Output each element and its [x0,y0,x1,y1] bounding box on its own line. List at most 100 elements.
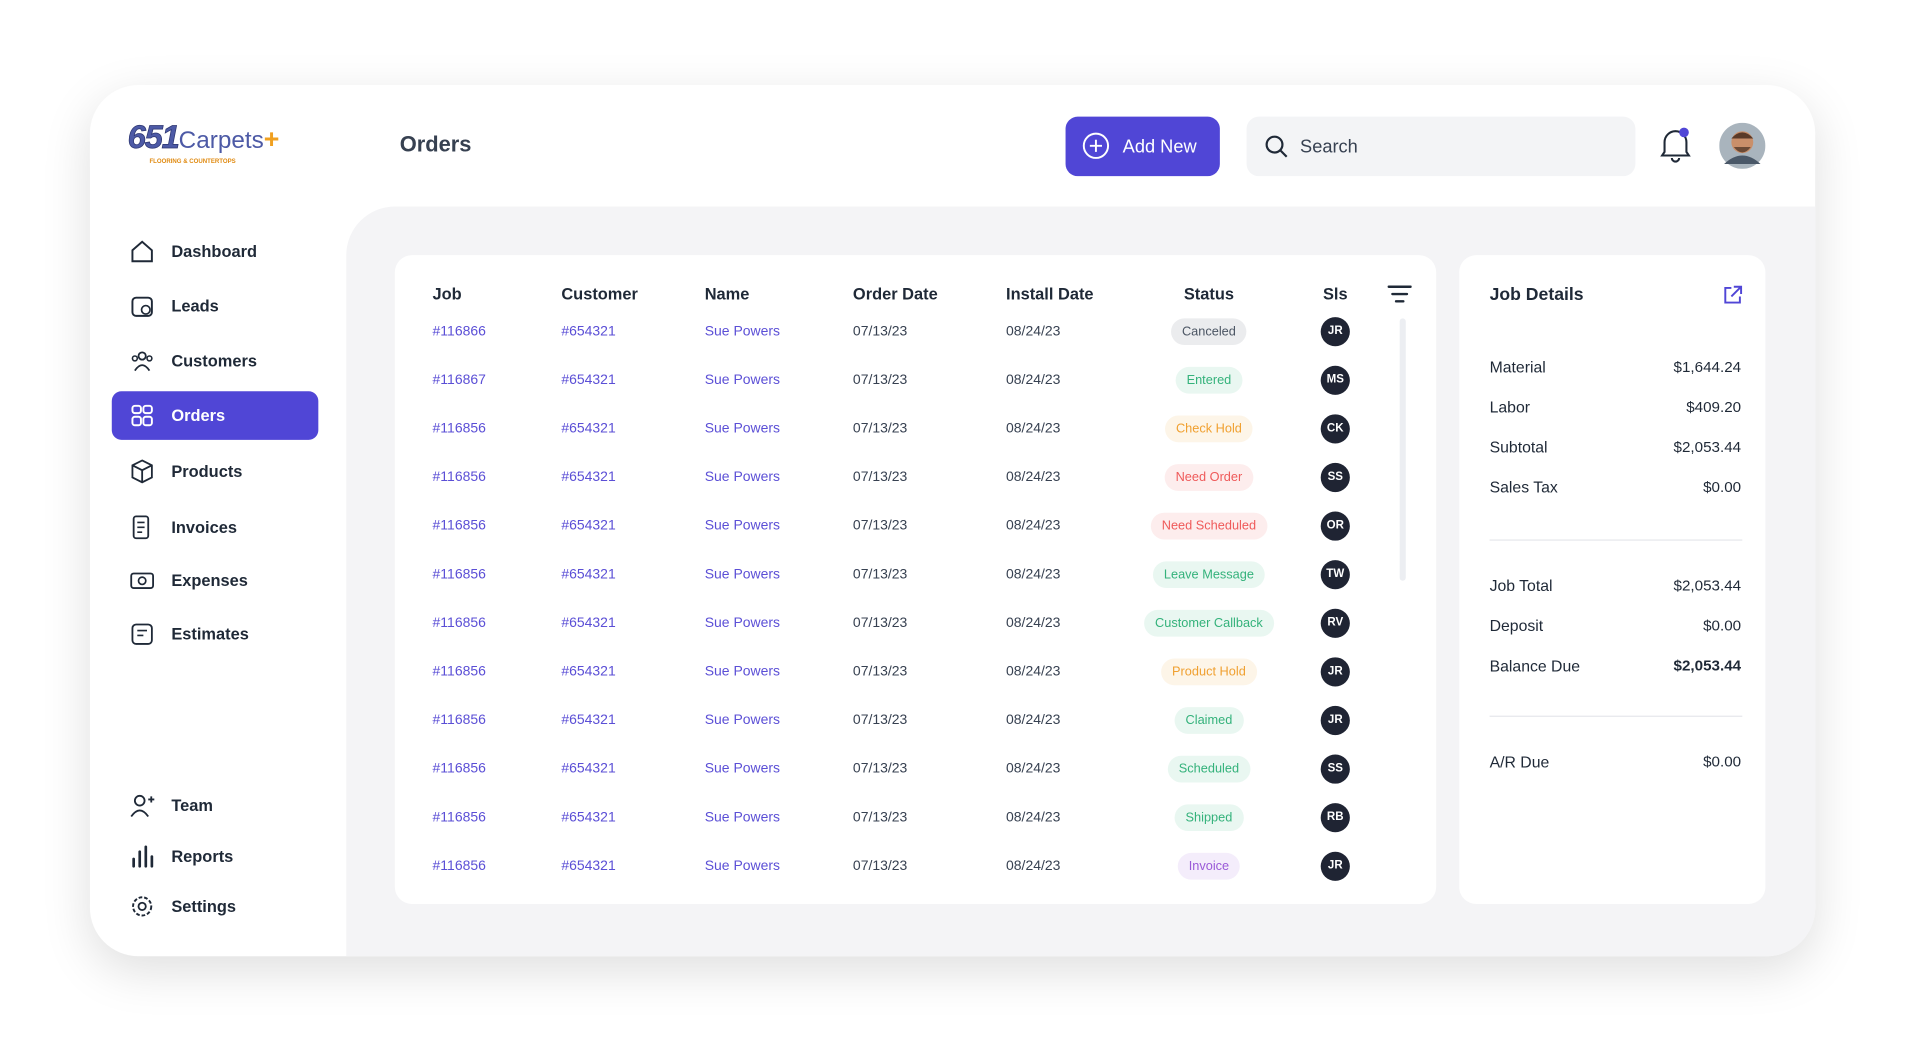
nav-item[interactable]: Settings [171,897,237,916]
detail-value: $2,053.44 [1673,577,1742,595]
add-new-button[interactable]: Add New [1065,116,1220,177]
nav-item[interactable]: Orders [171,406,226,425]
status-pill: Need Scheduled [1150,512,1268,540]
cell-order-date: 07/13/23 [852,713,908,728]
detail-label: Balance Due [1489,656,1581,675]
scrollbar [1399,318,1406,581]
salesperson-badge: MS [1320,365,1350,395]
cell-customer[interactable]: #654321 [561,373,616,388]
cell-job[interactable]: #116856 [432,761,486,777]
nav-icon [129,402,156,429]
cell-job[interactable]: #116856 [432,567,486,582]
divider [1489,715,1743,717]
page-title: Orders [399,131,472,157]
cell-job[interactable]: #116867 [432,373,486,388]
cell-order-date: 07/13/23 [852,810,908,825]
cell-order-date: 07/13/23 [852,421,908,437]
cell-name: Sue Powers [704,470,781,485]
search-icon [1265,135,1288,158]
notification-bell[interactable] [1657,125,1693,164]
status-pill: Customer Callback [1144,609,1274,637]
cell-job[interactable]: #116856 [432,713,486,728]
cell-customer[interactable]: #654321 [561,810,616,825]
cell-customer[interactable]: #654321 [561,616,616,631]
salesperson-badge: TW [1320,560,1350,590]
cell-install-date: 08/24/23 [1006,421,1061,437]
nav-item[interactable]: Leads [171,297,219,316]
cell-job[interactable]: #116856 [432,859,486,874]
cell-customer[interactable]: #654321 [561,421,616,437]
nav-item[interactable]: Dashboard [171,242,257,261]
nav-item[interactable]: Customers [171,351,258,370]
nav-item[interactable]: Reports [171,847,234,866]
nav-item[interactable]: Expenses [171,571,248,590]
cell-order-date: 07/13/23 [852,859,908,874]
nav-icon [129,514,156,541]
cell-order-date: 07/13/23 [852,567,908,582]
open-external-icon[interactable] [1722,284,1744,312]
add-new-label: Add New [1122,136,1197,158]
job-details-title: Job Details [1489,285,1584,305]
nav-item[interactable]: Estimates [171,625,249,644]
cell-customer[interactable]: #654321 [561,761,616,777]
user-avatar[interactable] [1719,122,1766,169]
status-pill: Invoice [1177,852,1241,880]
cell-install-date: 08/24/23 [1006,810,1061,825]
column-header: Sls [1322,284,1348,304]
nav-item[interactable]: Invoices [171,518,237,537]
nav-icon [129,843,156,870]
cell-job[interactable]: #116866 [432,324,486,339]
cell-name: Sue Powers [704,421,781,437]
cell-install-date: 08/24/23 [1006,470,1061,485]
cell-name: Sue Powers [704,373,781,388]
cell-install-date: 08/24/23 [1006,761,1061,777]
search-box[interactable]: Search [1246,116,1636,177]
nav-item[interactable]: Team [171,796,213,815]
cell-install-date: 08/24/23 [1006,616,1061,631]
plus-icon [1082,132,1110,159]
cell-job[interactable]: #116856 [432,518,486,534]
cell-install-date: 08/24/23 [1006,518,1061,534]
salesperson-badge: SS [1320,754,1350,784]
cell-name: Sue Powers [704,324,781,339]
status-pill: Canceled [1171,318,1247,346]
cell-customer[interactable]: #654321 [561,518,616,534]
cell-customer[interactable]: #654321 [561,567,616,582]
cell-job[interactable]: #116856 [432,616,486,631]
salesperson-badge: CK [1320,414,1350,444]
cell-customer[interactable]: #654321 [561,324,616,339]
salesperson-badge: JR [1320,317,1350,347]
divider [1489,539,1743,541]
nav-item[interactable]: Products [171,462,243,481]
cell-install-date: 08/24/23 [1006,373,1061,388]
nav-icon [129,567,156,594]
detail-label: Subtotal [1489,438,1548,457]
cell-name: Sue Powers [704,859,781,874]
cell-customer[interactable]: #654321 [561,713,616,728]
salesperson-badge: RV [1320,608,1350,638]
detail-label: Material [1489,357,1546,377]
detail-value: $0.00 [1703,617,1742,635]
cell-job[interactable]: #116856 [432,421,486,437]
cell-customer[interactable]: #654321 [561,859,616,874]
cell-job[interactable]: #116856 [432,810,486,825]
status-pill: Scheduled [1167,755,1251,783]
logo-name: Carpets [178,127,264,155]
cell-name: Sue Powers [704,518,781,534]
logo: 651Carpets+ FLOORING & COUNTERTOPS [127,119,279,170]
nav-icon [129,238,156,265]
filter-icon[interactable] [1387,284,1412,312]
cell-customer[interactable]: #654321 [561,470,616,485]
cell-install-date: 08/24/23 [1006,324,1061,339]
cell-name: Sue Powers [704,810,781,825]
cell-customer[interactable]: #654321 [561,664,616,680]
salesperson-badge: JR [1320,705,1350,736]
cell-job[interactable]: #116856 [432,664,486,680]
status-pill: Entered [1175,366,1243,394]
detail-value: $0.00 [1703,753,1742,771]
cell-job[interactable]: #116856 [432,470,486,485]
detail-label: Sales Tax [1489,478,1558,497]
cell-install-date: 08/24/23 [1006,859,1061,874]
salesperson-badge: JR [1320,851,1350,881]
nav-active-bg[interactable] [111,391,319,440]
